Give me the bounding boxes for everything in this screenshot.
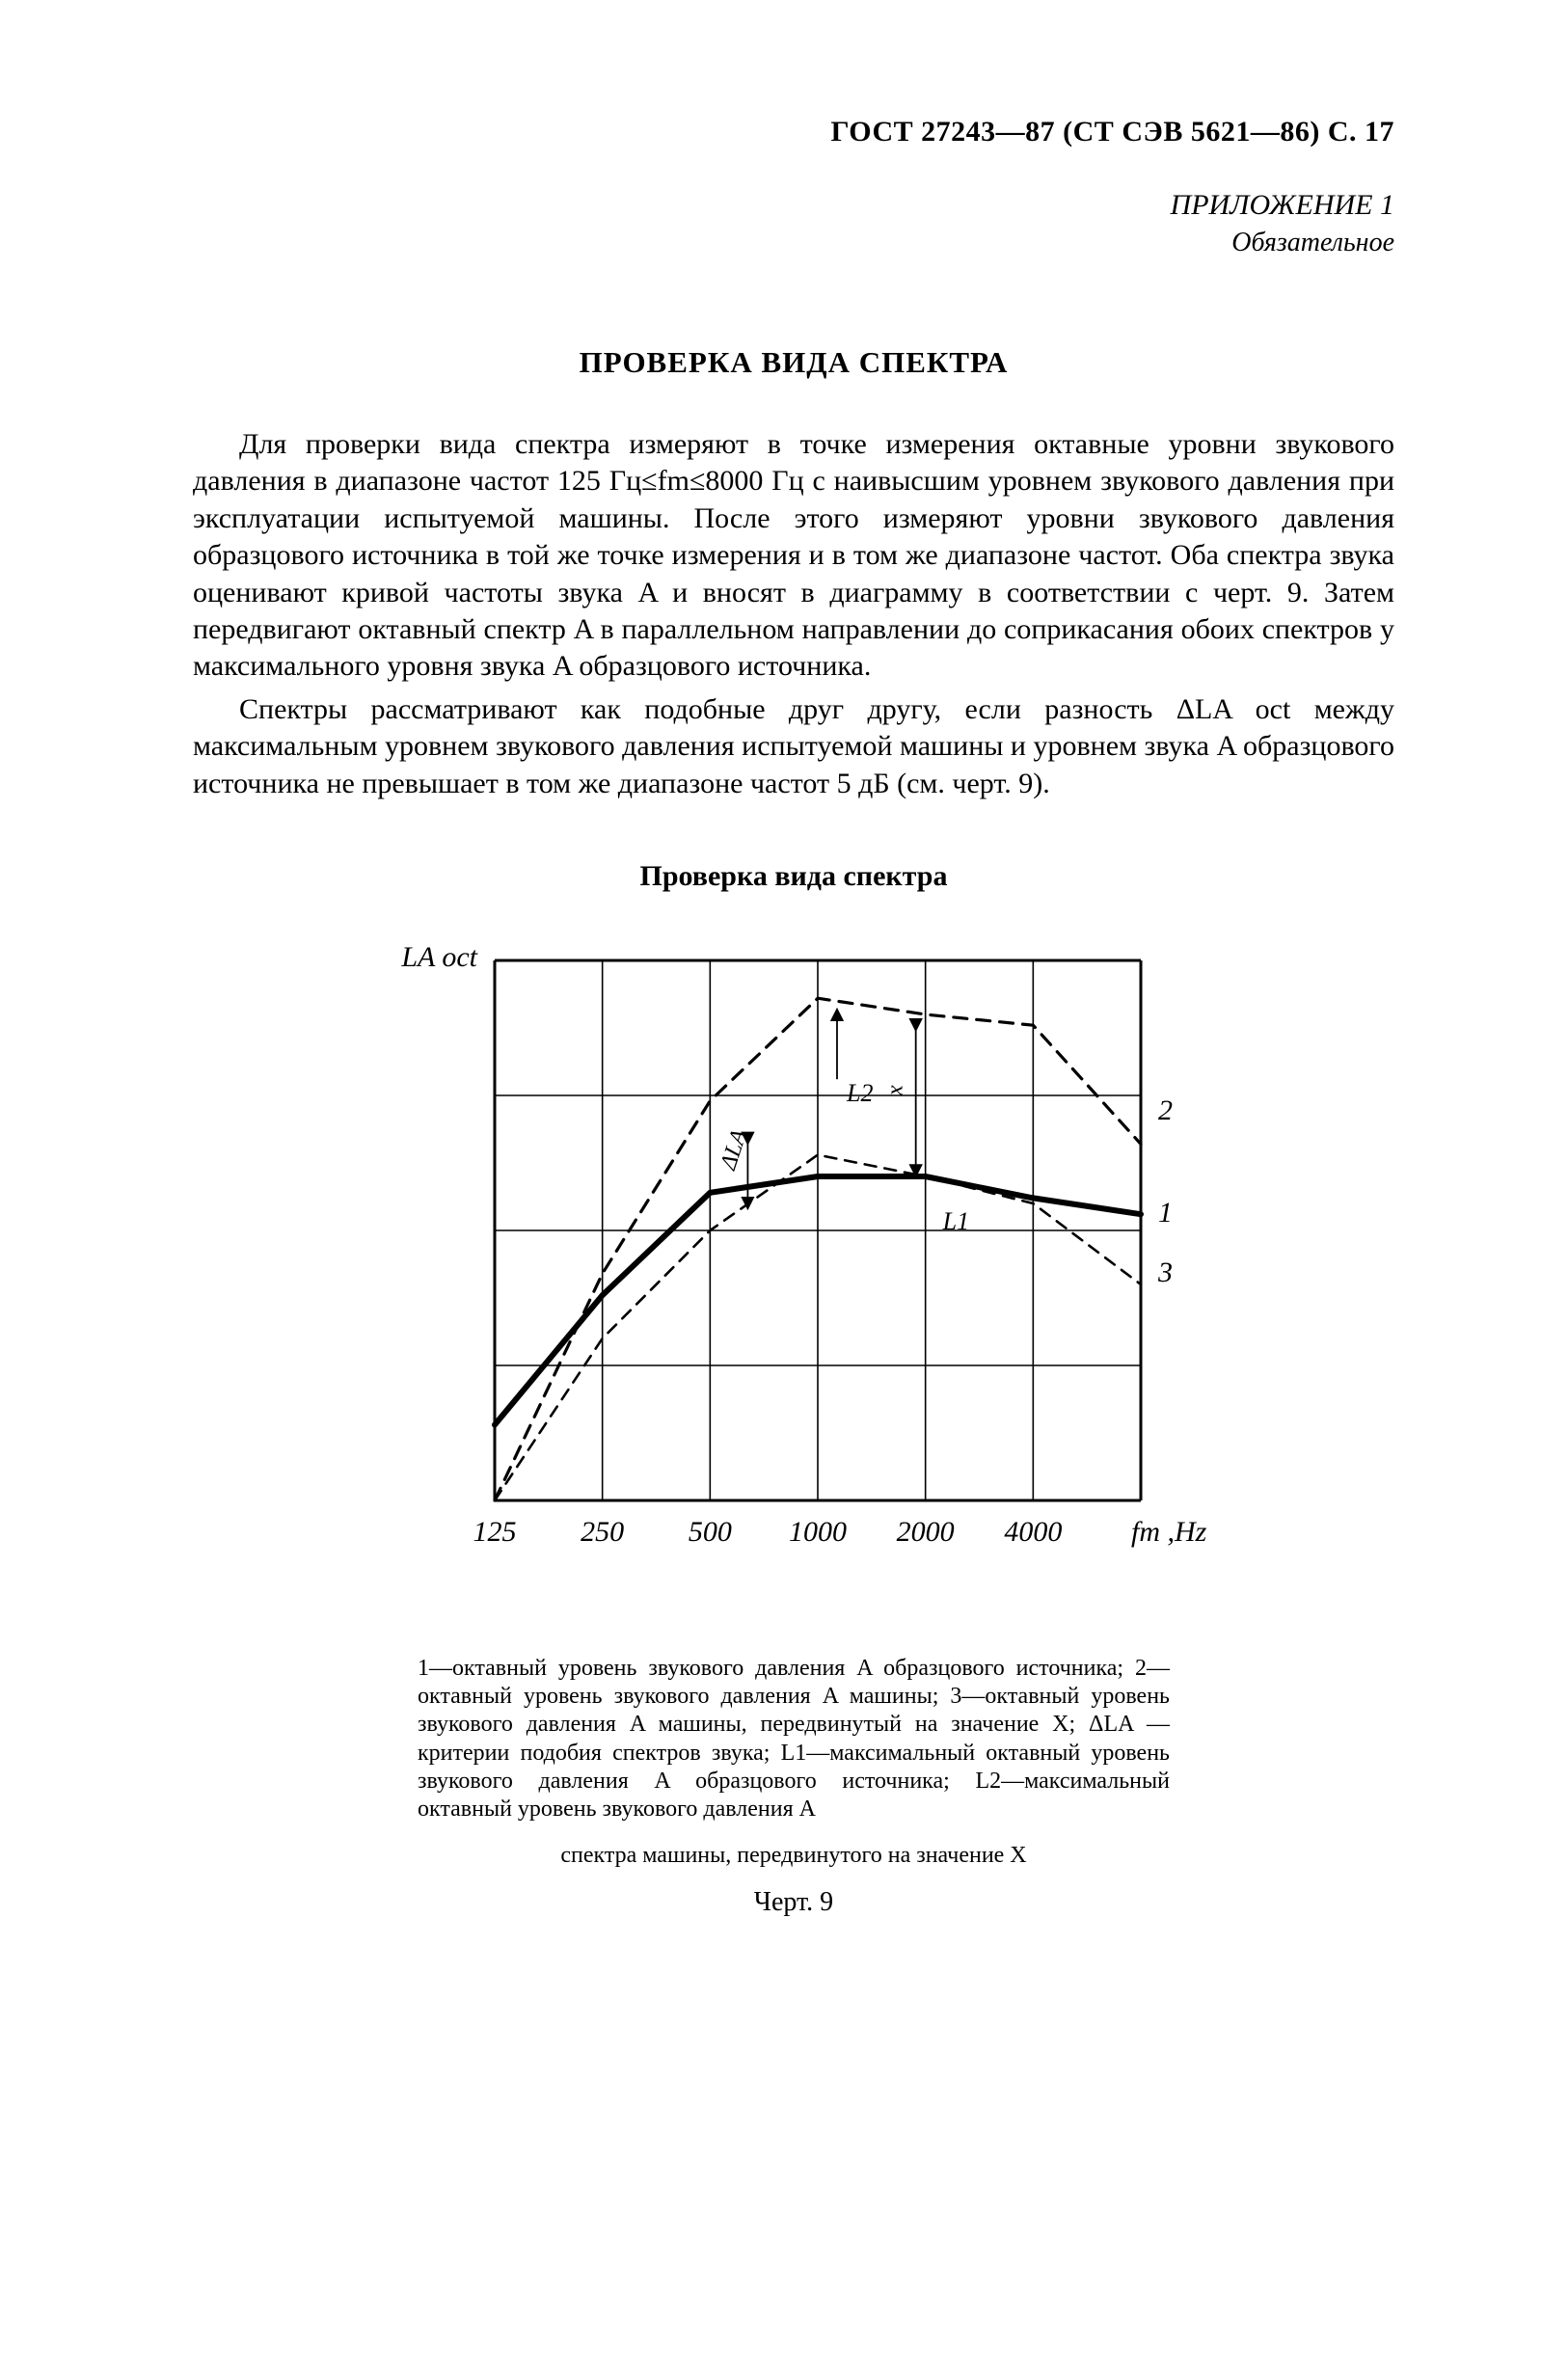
svg-text:1000: 1000 bbox=[789, 1516, 847, 1548]
paragraph-2: Спектры рассматривают как подобные друг … bbox=[193, 691, 1394, 802]
figure-caption: Черт. 9 bbox=[193, 1887, 1394, 1918]
svg-text:1: 1 bbox=[1158, 1197, 1173, 1229]
appendix-title: ПРИЛОЖЕНИЕ 1 bbox=[193, 189, 1394, 222]
figure-legend-last: спектра машины, передвинутого на значени… bbox=[418, 1842, 1170, 1870]
svg-text:125: 125 bbox=[473, 1516, 517, 1548]
paragraph-1: Для проверки вида спектра измеряют в точ… bbox=[193, 426, 1394, 686]
svg-text:2000: 2000 bbox=[897, 1516, 955, 1548]
svg-text:4000: 4000 bbox=[1004, 1516, 1062, 1548]
svg-text:250: 250 bbox=[581, 1516, 624, 1548]
appendix-subtitle: Обязательное bbox=[193, 228, 1394, 258]
figure-legend: 1—октавный уровень звукового давления A … bbox=[418, 1655, 1170, 1824]
svg-text:2: 2 bbox=[1158, 1094, 1173, 1126]
svg-text:L2: L2 bbox=[846, 1079, 873, 1107]
svg-text:3: 3 bbox=[1157, 1256, 1173, 1288]
svg-text:x: x bbox=[883, 1085, 908, 1096]
svg-text:500: 500 bbox=[689, 1516, 732, 1548]
standard-header: ГОСТ 27243—87 (СТ СЭВ 5621—86) С. 17 bbox=[193, 116, 1394, 149]
svg-text:L1: L1 bbox=[942, 1207, 969, 1235]
svg-text:ΔLA: ΔLA bbox=[716, 1126, 752, 1174]
spectrum-chart: 125 250 500 1000 2000 4000 fm ,Hz LA oct 1 2 3 L2 L1… bbox=[369, 922, 1218, 1616]
section-title: ПРОВЕРКА ВИДА СПЕКТРА bbox=[193, 345, 1394, 380]
chart-title: Проверка вида спектра bbox=[193, 860, 1394, 893]
svg-text:LA oct: LA oct bbox=[400, 941, 477, 973]
svg-text:fm ,Hz: fm ,Hz bbox=[1131, 1516, 1207, 1548]
